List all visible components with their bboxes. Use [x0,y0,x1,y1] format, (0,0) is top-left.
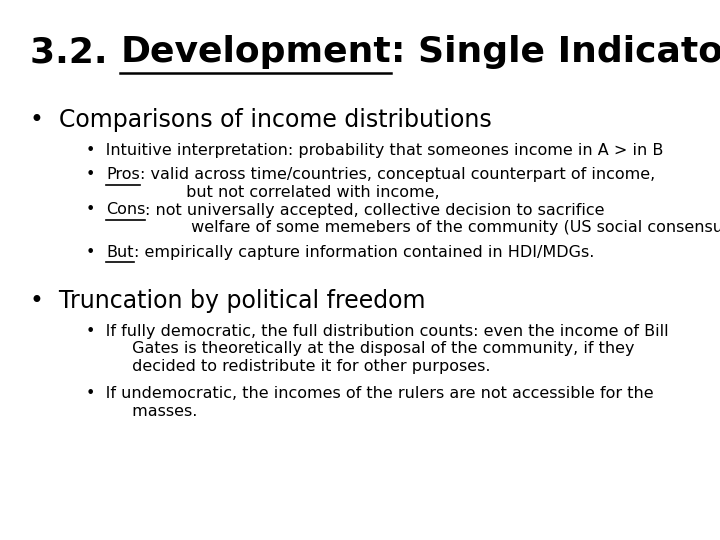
Text: •  Intuitive interpretation: probability that someones income in A > in B: • Intuitive interpretation: probability … [86,143,664,158]
Text: But: But [106,245,133,260]
Text: •  If undemocratic, the incomes of the rulers are not accessible for the
       : • If undemocratic, the incomes of the ru… [86,386,654,418]
Text: : valid across time/countries, conceptual counterpart of income,
         but no: : valid across time/countries, conceptua… [140,167,655,200]
Text: : not universally accepted, collective decision to sacrifice
         welfare of: : not universally accepted, collective d… [145,202,720,235]
Text: : Single Indicator: : Single Indicator [391,35,720,69]
Text: •: • [86,202,106,218]
Text: •: • [86,167,106,183]
Text: Development: Development [120,35,391,69]
Text: •  Truncation by political freedom: • Truncation by political freedom [30,289,426,313]
Text: •: • [86,245,106,260]
Text: Pros: Pros [106,167,140,183]
Text: 3.2.: 3.2. [30,35,120,69]
Text: : empirically capture information contained in HDI/MDGs.: : empirically capture information contai… [133,245,594,260]
Text: Cons: Cons [106,202,145,218]
Text: •  Comparisons of income distributions: • Comparisons of income distributions [30,108,492,132]
Text: •  If fully democratic, the full distribution counts: even the income of Bill
  : • If fully democratic, the full distribu… [86,324,669,374]
